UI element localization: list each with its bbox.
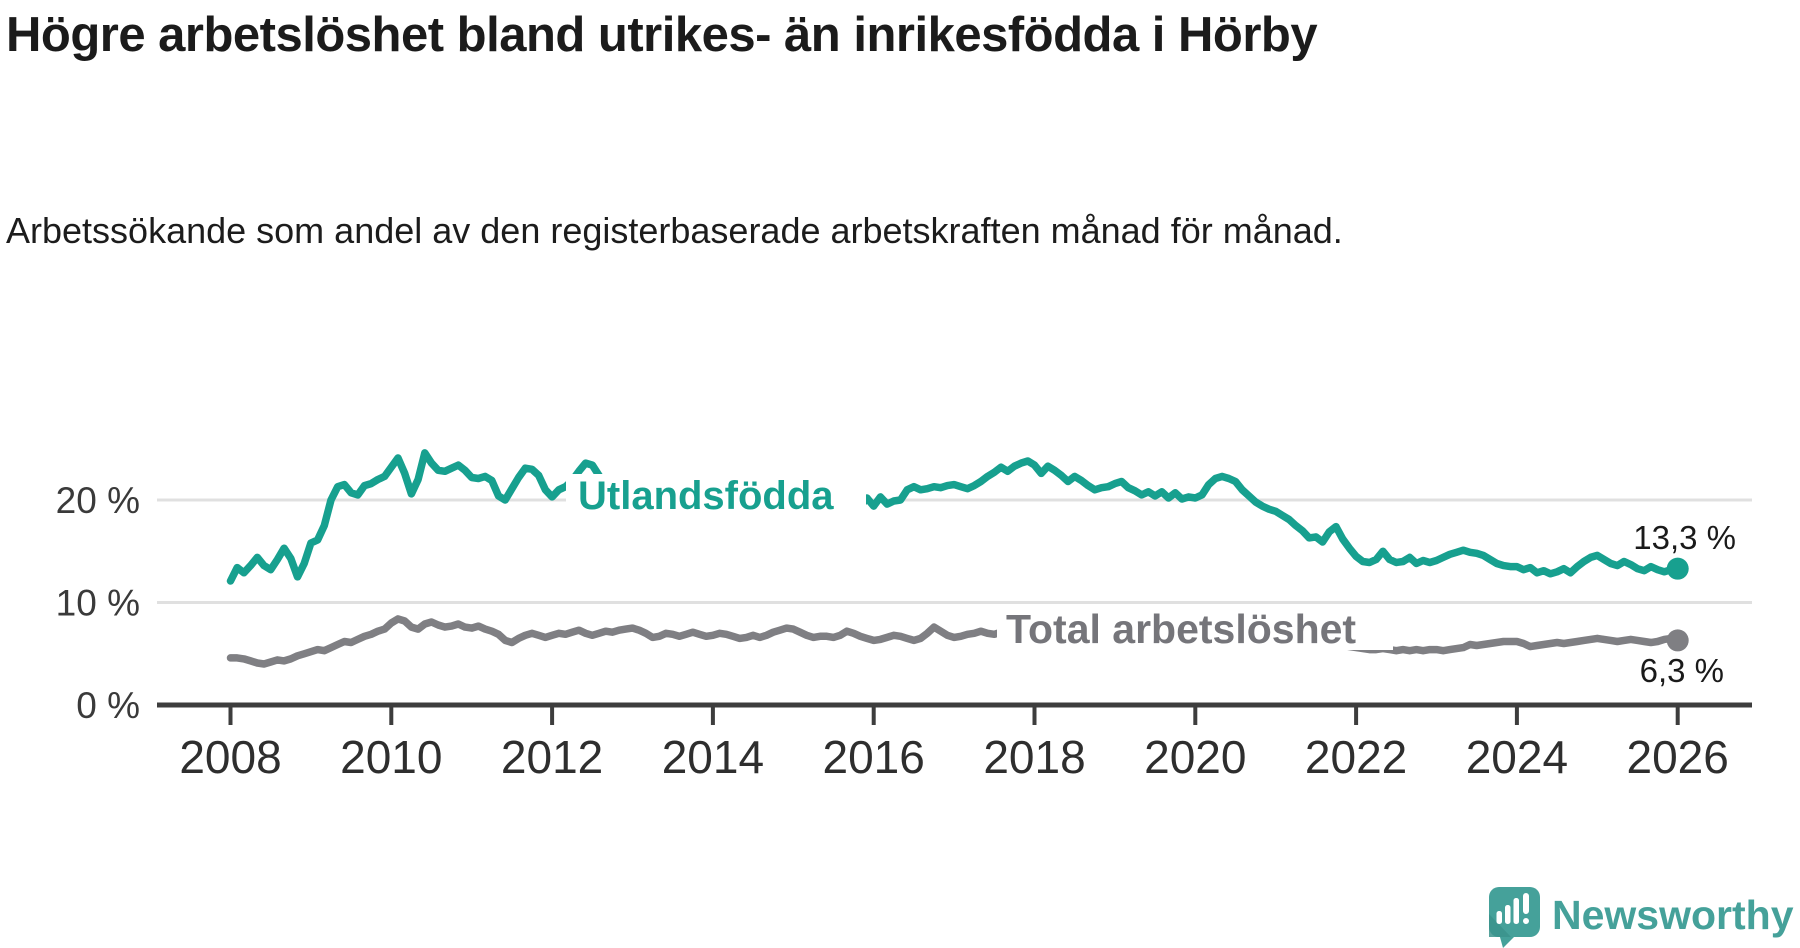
series-end-dot-utlandsfodda (1666, 557, 1689, 580)
x-axis-tick-label-2014: 2014 (662, 731, 764, 783)
logo-bar-2 (1505, 905, 1511, 924)
series-label-halo-utlandsfodda (566, 474, 866, 516)
logo-exclamation-dot (1523, 918, 1529, 924)
series-end-value-total: 6,3 % (1640, 652, 1724, 689)
series-end-dot-total (1666, 629, 1689, 652)
series-line-utlandsfodda (226, 449, 1682, 585)
series-label-total: Total arbetslöshet (1006, 606, 1356, 652)
page-title: Högre arbetslöshet bland utrikes- än inr… (6, 8, 1318, 62)
x-axis-tick-label-2010: 2010 (340, 731, 442, 783)
page-subtitle: Arbetssökande som andel av den registerb… (6, 210, 1343, 251)
x-axis-tick-label-2026: 2026 (1627, 731, 1729, 783)
newsworthy-logo: Newsworthy (1489, 887, 1794, 948)
x-axis-tick-label-2012: 2012 (501, 731, 603, 783)
series-line-total (226, 614, 1682, 668)
y-axis-label-0: 0 % (76, 685, 140, 726)
x-axis-tick-label-2024: 2024 (1466, 731, 1568, 783)
logo-exclamation-bar (1523, 893, 1529, 914)
x-axis-tick-label-2022: 2022 (1305, 731, 1407, 783)
y-axis-label-20: 20 % (56, 480, 140, 521)
series-end-value-utlandsfodda: 13,3 % (1633, 519, 1736, 556)
x-axis-tick-label-2018: 2018 (983, 731, 1085, 783)
newsworthy-logo-text: Newsworthy (1552, 892, 1794, 938)
x-axis-tick-label-2008: 2008 (179, 731, 281, 783)
series-label-utlandsfodda: Utlandsfödda (578, 474, 834, 518)
logo-bar-3 (1513, 898, 1519, 924)
logo-bar-1 (1496, 911, 1502, 924)
newsworthy-logo-icon (1489, 887, 1540, 948)
logo-shade (1489, 914, 1511, 937)
series-label-halo-total (997, 606, 1393, 650)
y-axis-label-10: 10 % (56, 583, 140, 624)
x-axis-tick-label-2016: 2016 (823, 731, 925, 783)
x-axis-tick-label-2020: 2020 (1144, 731, 1246, 783)
